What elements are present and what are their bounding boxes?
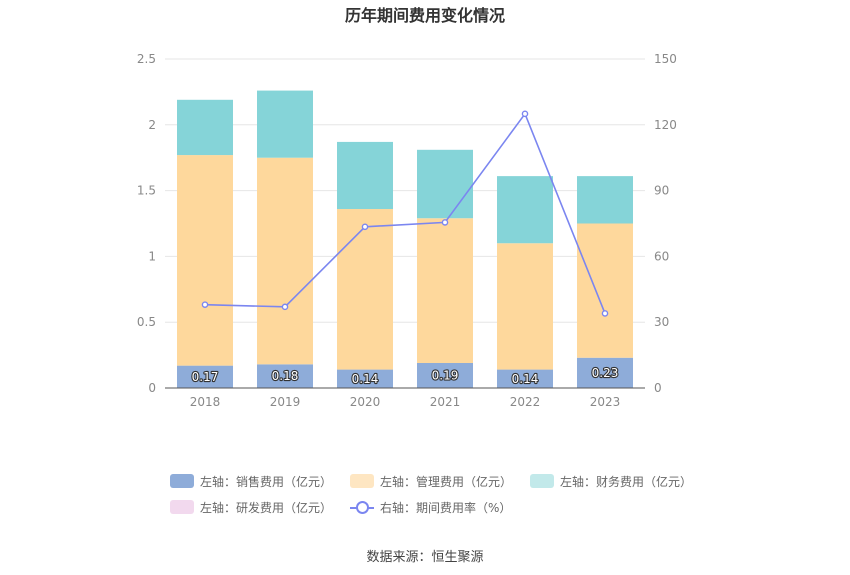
bar-segment-1	[577, 223, 633, 358]
right-tick-label: 30	[654, 315, 669, 329]
bar-segment-1	[417, 218, 473, 363]
bar-segment-1	[257, 157, 313, 365]
left-tick-label: 0	[148, 381, 156, 395]
bar-segment-2	[497, 176, 553, 244]
legend-swatch-rate	[350, 500, 375, 514]
legend-label-admin: 左轴：管理费用（亿元）	[380, 474, 513, 489]
bar-segment-0	[257, 364, 313, 388]
bar-segment-0	[577, 357, 633, 388]
bar-segment-1	[497, 243, 553, 370]
bar-segment-0	[177, 365, 233, 388]
bar-segment-1	[337, 209, 393, 370]
right-tick-label: 120	[654, 118, 677, 132]
data-label-sales: 0.19	[432, 368, 459, 382]
legend-label-sales: 左轴：销售费用（亿元）	[200, 474, 333, 489]
data-label-sales: 0.14	[512, 372, 539, 386]
left-tick-label: 2.5	[137, 52, 156, 66]
legend-label-rate: 右轴：期间费用率（%）	[380, 500, 512, 515]
left-tick-label: 2	[148, 118, 156, 132]
left-tick-label: 1.5	[137, 184, 156, 198]
x-tick-label: 2019	[270, 395, 301, 409]
rate-point	[521, 110, 529, 118]
data-label-sales: 0.17	[192, 370, 219, 384]
x-tick-label: 2023	[590, 395, 621, 409]
bar-segment-1	[177, 155, 233, 366]
data-label-sales: 0.18	[272, 369, 299, 383]
chart-legend: 左轴：销售费用（亿元） 左轴：管理费用（亿元） 左轴：财务费用（亿元） 左轴：研…	[170, 468, 730, 520]
bar-segment-2	[177, 99, 233, 156]
legend-item-sales[interactable]: 左轴：销售费用（亿元）	[170, 473, 332, 490]
data-label-sales: 0.14	[352, 372, 379, 386]
legend-item-rnd[interactable]: 左轴：研发费用（亿元）	[170, 499, 332, 516]
rate-point	[281, 303, 289, 311]
rate-point	[361, 223, 369, 231]
x-tick-label: 2022	[510, 395, 541, 409]
bar-segment-2	[257, 90, 313, 158]
right-tick-label: 150	[654, 52, 677, 66]
rate-point	[601, 310, 609, 317]
bar-segment-0	[497, 369, 553, 388]
legend-swatch-finance	[530, 474, 555, 488]
bar-segment-2	[577, 176, 633, 224]
legend-item-finance[interactable]: 左轴：财务费用（亿元）	[530, 473, 692, 490]
legend-item-rate[interactable]: 右轴：期间费用率（%）	[350, 499, 511, 516]
chart-title: 历年期间费用变化情况	[344, 6, 505, 25]
data-source: 数据来源：恒生聚源	[366, 550, 484, 565]
right-tick-label: 0	[654, 381, 662, 395]
legend-label-finance: 左轴：财务费用（亿元）	[560, 474, 693, 489]
legend-swatch-rnd	[170, 500, 194, 514]
chart-plot: 0 0.5 1 1.5 2 2.5 0 30 60 90 120 150 2018 2019 2020 202…	[137, 52, 677, 409]
bar-segment-0	[337, 369, 393, 388]
x-tick-label: 2020	[350, 395, 381, 409]
rate-point	[441, 219, 449, 226]
bar-segment-0	[417, 362, 473, 388]
x-tick-label: 2021	[430, 395, 461, 409]
legend-swatch-admin	[350, 474, 375, 488]
right-tick-label: 90	[654, 184, 669, 198]
rate-line	[204, 112, 606, 314]
bar-segment-2	[337, 141, 393, 210]
left-tick-label: 0.5	[137, 315, 156, 329]
x-tick-label: 2018	[190, 395, 221, 409]
legend-swatch-sales	[170, 474, 194, 488]
data-label-sales: 0.23	[592, 366, 619, 380]
right-tick-label: 60	[654, 249, 669, 263]
rate-point	[201, 301, 209, 308]
bar-segment-2	[417, 149, 473, 219]
legend-label-rnd: 左轴：研发费用（亿元）	[200, 500, 333, 515]
legend-item-admin[interactable]: 左轴：管理费用（亿元）	[350, 473, 512, 490]
left-tick-label: 1	[148, 249, 156, 263]
